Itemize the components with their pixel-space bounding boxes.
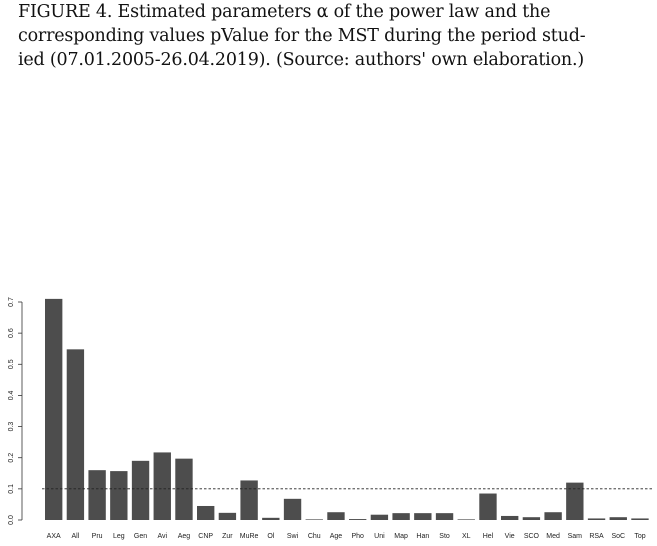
- bar-vie: [501, 515, 519, 520]
- x-tick-label: Med: [546, 533, 560, 540]
- x-tick-label: Swi: [287, 533, 299, 540]
- x-tick-label: Uni: [374, 533, 385, 540]
- x-tick-label: Sto: [439, 533, 450, 540]
- bar-age: [327, 512, 345, 520]
- x-tick-label: Han: [416, 533, 429, 540]
- bar-pru: [88, 470, 106, 520]
- y-tick-label: 0.1: [8, 484, 15, 494]
- bar-hel: [479, 493, 497, 520]
- figure-caption: FIGURE 4. Estimated parameters α of the …: [18, 2, 586, 70]
- bar-chu: [305, 519, 323, 520]
- bar-axa: [45, 298, 63, 520]
- x-tick-label: Pru: [92, 533, 103, 540]
- y-axis: 0.0 0.1 0.2 0.3 0.4 0.5 0.6 0.7: [8, 297, 23, 525]
- x-tick-label: RSA: [589, 533, 604, 540]
- y-tick-label: 0.2: [8, 453, 15, 463]
- y-tick-label: 0.3: [8, 422, 15, 432]
- x-tick-label: Ol: [267, 533, 274, 540]
- x-tick-label: Avi: [157, 533, 167, 540]
- bar-all: [66, 349, 85, 520]
- y-tick-label: 0.0: [8, 515, 15, 525]
- bar-sto: [435, 513, 454, 520]
- bar-top: [631, 518, 649, 520]
- y-tick-label: 0.5: [8, 359, 15, 369]
- x-tick-label: Gen: [134, 533, 147, 540]
- bars: [45, 298, 649, 520]
- x-tick-label: All: [72, 533, 80, 540]
- x-tick-label: Aeg: [178, 533, 191, 540]
- x-tick-label: CNP: [198, 533, 213, 540]
- bar-sam: [566, 482, 584, 520]
- x-tick-label: Age: [330, 533, 343, 540]
- bar-uni: [370, 514, 389, 520]
- bar-cnp: [197, 505, 215, 520]
- y-tick-label: 0.7: [8, 297, 15, 307]
- x-tick-label: Hel: [483, 533, 494, 540]
- x-tick-label: Zur: [222, 533, 233, 540]
- bar-xl: [457, 519, 475, 520]
- x-tick-label: Chu: [308, 533, 321, 540]
- bar-soc: [609, 517, 627, 520]
- x-tick-label: Top: [634, 533, 645, 540]
- y-tick-label: 0.6: [8, 328, 15, 338]
- x-tick-label: Vie: [505, 533, 515, 540]
- bar-med: [544, 512, 562, 520]
- x-tick-label: AXA: [47, 533, 61, 540]
- bar-ol: [262, 517, 280, 520]
- bar-rsa: [587, 518, 606, 520]
- x-tick-label: SoC: [611, 533, 625, 540]
- x-tick-label: MuRe: [240, 533, 259, 540]
- x-tick-label: Sam: [568, 533, 583, 540]
- bar-leg: [110, 471, 128, 520]
- x-tick-label: Pho: [351, 533, 364, 540]
- y-tick-label: 0.4: [8, 390, 15, 400]
- bar-sco: [522, 517, 541, 520]
- bar-pho: [349, 519, 367, 520]
- bar-avi: [153, 452, 171, 520]
- x-tick-labels: AXA All Pru Leg Gen Avi Aeg CNP Zur MuRe Ol Swi Chu A…: [47, 533, 646, 540]
- bar-mure: [240, 480, 258, 520]
- bar-zur: [218, 512, 237, 520]
- bar-map: [392, 513, 410, 520]
- bar-aeg: [175, 458, 193, 520]
- x-tick-label: Leg: [113, 533, 125, 540]
- x-tick-label: XL: [462, 533, 471, 540]
- x-tick-label: Map: [394, 533, 408, 540]
- bar-swi: [283, 498, 302, 520]
- bar-gen: [131, 460, 150, 520]
- x-tick-label: SCO: [524, 533, 540, 540]
- bar-han: [414, 513, 432, 520]
